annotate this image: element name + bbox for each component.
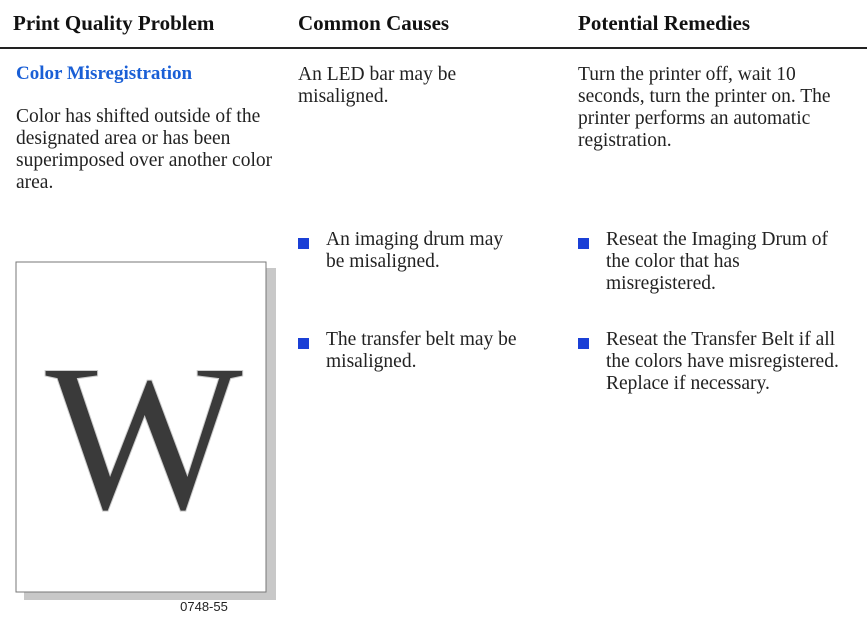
problem-description: Color has shifted outside of the designa… (16, 106, 273, 193)
cause: An LED bar may be misaligned. (298, 64, 457, 107)
bullet (298, 338, 309, 349)
cause: An imaging drum may be misaligned. (326, 229, 504, 272)
header-rule (0, 47, 867, 49)
remedy: Reseat the Transfer Belt if all the colo… (606, 329, 839, 394)
page-outline (15, 261, 267, 593)
bullet (298, 238, 309, 249)
bullet (578, 238, 589, 249)
figure: W 0748-55 (15, 261, 276, 614)
column-header: Potential Remedies (578, 11, 751, 35)
cause: The transfer belt may be misaligned. (326, 329, 517, 372)
figure-letter: W (45, 322, 243, 554)
column-header: Common Causes (298, 11, 450, 35)
bullet (578, 338, 589, 349)
problem-title: Color Misregistration (16, 63, 193, 84)
column-header: Print Quality Problem (13, 11, 215, 35)
remedy: Reseat the Imaging Drum of the color tha… (606, 229, 829, 294)
figure-code: 0748-55 (180, 599, 228, 614)
remedy: Turn the printer off, wait 10 seconds, t… (578, 64, 831, 151)
